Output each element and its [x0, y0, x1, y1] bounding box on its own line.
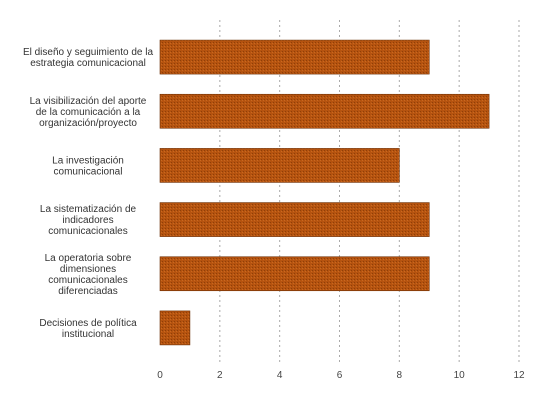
bar	[159, 256, 430, 292]
category-label-line: Decisiones de política	[39, 318, 137, 329]
category-label-line: La operatoria sobre	[45, 253, 132, 264]
category-label: La visibilización del aporte de la comuni…	[30, 96, 147, 129]
category-label-line: diferenciadas	[58, 286, 117, 297]
category-label-line: organización/proyecto	[39, 118, 137, 129]
category-label-line: La investigación	[52, 155, 124, 166]
x-tick-label: 0	[157, 370, 163, 381]
bar	[159, 39, 430, 75]
category-label-line: de la comunicación a la	[36, 107, 141, 118]
bar	[159, 93, 490, 129]
x-tick-label: 6	[337, 370, 343, 381]
x-tick-label: 2	[217, 370, 223, 381]
category-label-line: comunicacionales	[48, 275, 128, 286]
bar	[159, 148, 400, 183]
category-label-line: La sistematización de	[40, 204, 137, 215]
category-labels: El diseño y seguimiento de la estrategia …	[23, 47, 154, 340]
category-label-line: institucional	[62, 329, 114, 340]
gridlines	[219, 20, 520, 363]
x-tick-label: 10	[454, 370, 466, 381]
bars	[159, 39, 490, 346]
category-label: La sistematización de indicadores comunica…	[40, 204, 137, 237]
bar	[159, 202, 430, 237]
category-label-line: comunicacional	[54, 166, 123, 177]
category-label-line: estrategia comunicacional	[30, 58, 146, 69]
category-label: La operatoria sobre dimensiones comunicaci…	[45, 253, 132, 297]
category-label: Decisiones de política institucional	[39, 318, 137, 340]
category-label-line: La visibilización del aporte	[30, 96, 147, 107]
category-label-line: El diseño y seguimiento de la	[23, 47, 154, 58]
bar	[159, 310, 191, 346]
x-tick-label: 4	[277, 370, 283, 381]
x-axis-tick-labels: 0 2 4 6 8 10 12	[157, 370, 525, 381]
category-label-line: comunicacionales	[48, 226, 128, 237]
x-tick-label: 12	[513, 370, 525, 381]
x-tick-label: 8	[397, 370, 403, 381]
category-label-line: indicadores	[62, 215, 113, 226]
category-label-line: dimensiones	[60, 264, 116, 275]
category-label: El diseño y seguimiento de la estrategia …	[23, 47, 154, 69]
category-label: La investigación comunicacional	[52, 155, 124, 177]
